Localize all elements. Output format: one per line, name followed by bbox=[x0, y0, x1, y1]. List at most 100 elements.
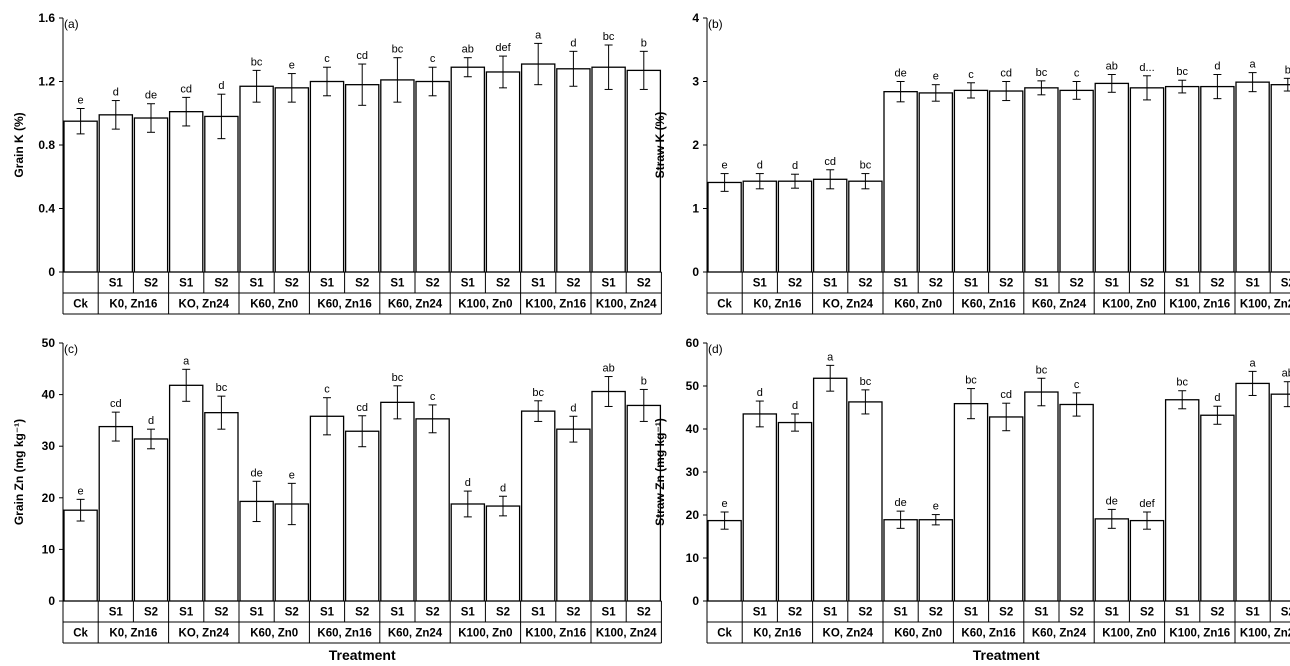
bar bbox=[239, 85, 274, 273]
significance-letter: a bbox=[535, 29, 542, 41]
x-group-label: K100, Zn0 bbox=[1102, 628, 1156, 640]
x-sub-label: S2 bbox=[285, 278, 299, 290]
significance-letter: bc bbox=[860, 376, 872, 388]
y-tick-label: 30 bbox=[42, 439, 56, 453]
x-sub-label: S2 bbox=[929, 278, 943, 290]
x-sub-label: S1 bbox=[390, 607, 405, 619]
x-sub-label: S2 bbox=[1281, 278, 1290, 290]
bar bbox=[918, 92, 954, 273]
x-sub-label: S1 bbox=[1105, 278, 1120, 290]
x-sub-label: S1 bbox=[461, 278, 476, 290]
y-tick-label: 20 bbox=[686, 508, 700, 522]
x-sub-label: S2 bbox=[1210, 607, 1224, 619]
significance-letter: e bbox=[722, 498, 728, 510]
x-sub-label: S2 bbox=[355, 278, 369, 290]
y-tick-label: 50 bbox=[686, 379, 700, 393]
significance-letter: d bbox=[113, 87, 119, 99]
bar bbox=[1129, 519, 1165, 602]
bar bbox=[1270, 393, 1290, 602]
x-sub-label: S2 bbox=[1210, 278, 1224, 290]
y-tick-label: 1.2 bbox=[38, 75, 55, 89]
bar bbox=[450, 66, 486, 273]
significance-letter: e bbox=[78, 94, 84, 106]
x-sub-label: S2 bbox=[1140, 607, 1154, 619]
x-group-label: KO, Zn24 bbox=[179, 299, 230, 311]
significance-letter: c bbox=[430, 53, 436, 65]
bar bbox=[1200, 85, 1235, 273]
significance-letter: ab bbox=[1282, 368, 1290, 380]
y-tick-label: 0.4 bbox=[38, 202, 55, 216]
significance-letter: de bbox=[145, 90, 157, 102]
y-tick-label: 40 bbox=[42, 388, 56, 402]
bar bbox=[742, 413, 778, 602]
significance-letter: d bbox=[1214, 61, 1220, 73]
significance-letter: e bbox=[722, 160, 728, 172]
x-group-label: Ck bbox=[717, 628, 732, 640]
significance-letter: ab bbox=[462, 44, 474, 56]
x-sub-label: S2 bbox=[929, 607, 943, 619]
y-tick-label: 10 bbox=[686, 551, 700, 565]
significance-letter: d bbox=[148, 415, 154, 427]
x-sub-label: S1 bbox=[964, 278, 979, 290]
significance-letter: a bbox=[183, 355, 190, 367]
y-tick-label: 1.6 bbox=[38, 11, 55, 25]
bar bbox=[707, 181, 742, 273]
significance-letter: bc bbox=[860, 160, 872, 172]
significance-letter: bc bbox=[392, 44, 404, 56]
bar bbox=[626, 404, 662, 602]
x-group-label: K60, Zn0 bbox=[250, 299, 298, 311]
bar bbox=[344, 84, 380, 273]
significance-letter: d bbox=[757, 160, 763, 172]
x-sub-label: S1 bbox=[602, 607, 617, 619]
bar bbox=[309, 415, 345, 602]
x-group-label: K100, Zn16 bbox=[1169, 628, 1230, 640]
bar bbox=[1059, 403, 1094, 602]
bar bbox=[1094, 518, 1130, 602]
y-tick-label: 40 bbox=[686, 422, 700, 436]
bar bbox=[591, 390, 626, 602]
bar bbox=[98, 114, 134, 273]
significance-letter: de bbox=[894, 497, 906, 509]
significance-letter: bc bbox=[965, 375, 977, 387]
x-group-label: K60, Zn24 bbox=[1032, 299, 1087, 311]
y-axis-title: Straw Zn (mg kg⁻¹) bbox=[653, 418, 667, 526]
significance-letter: b bbox=[641, 375, 647, 387]
x-sub-label: S2 bbox=[566, 607, 580, 619]
y-tick-label: 2 bbox=[692, 138, 699, 152]
y-axis-title: Grain Zn (mg kg⁻¹) bbox=[12, 419, 26, 525]
x-sub-label: S1 bbox=[390, 278, 405, 290]
bar bbox=[274, 87, 310, 273]
bar bbox=[812, 377, 848, 602]
significance-letter: d bbox=[792, 400, 798, 412]
x-group-label: K60, Zn0 bbox=[894, 628, 942, 640]
x-sub-label: S2 bbox=[426, 607, 440, 619]
x-sub-label: S1 bbox=[1175, 607, 1190, 619]
x-group-label: K100, Zn0 bbox=[1102, 299, 1156, 311]
bar bbox=[1094, 82, 1130, 273]
x-group-label: K60, Zn16 bbox=[317, 299, 371, 311]
x-group-label: K100, Zn16 bbox=[525, 299, 586, 311]
x-sub-label: S1 bbox=[823, 278, 838, 290]
significance-letter: cd bbox=[110, 398, 122, 410]
significance-letter: bc bbox=[603, 31, 615, 43]
bar bbox=[556, 68, 591, 273]
y-tick-label: 60 bbox=[686, 336, 700, 350]
bar bbox=[1235, 81, 1270, 273]
x-sub-label: S2 bbox=[496, 278, 510, 290]
y-tick-label: 10 bbox=[42, 542, 56, 556]
significance-letter: b bbox=[641, 37, 647, 49]
y-tick-label: 0 bbox=[48, 265, 55, 279]
x-group-label: KO, Zn24 bbox=[179, 628, 230, 640]
bar bbox=[133, 438, 169, 602]
x-sub-label: S1 bbox=[753, 278, 768, 290]
significance-letter: def bbox=[495, 42, 511, 54]
x-group-label: K60, Zn24 bbox=[388, 299, 443, 311]
x-sub-label: S2 bbox=[999, 607, 1013, 619]
bar bbox=[1164, 399, 1200, 602]
panel-label: (a) bbox=[64, 17, 79, 31]
bar bbox=[918, 519, 954, 602]
significance-letter: e bbox=[933, 71, 939, 83]
bar bbox=[204, 115, 239, 273]
x-group-label: K0, Zn16 bbox=[753, 299, 801, 311]
significance-letter: bc bbox=[1176, 66, 1188, 78]
